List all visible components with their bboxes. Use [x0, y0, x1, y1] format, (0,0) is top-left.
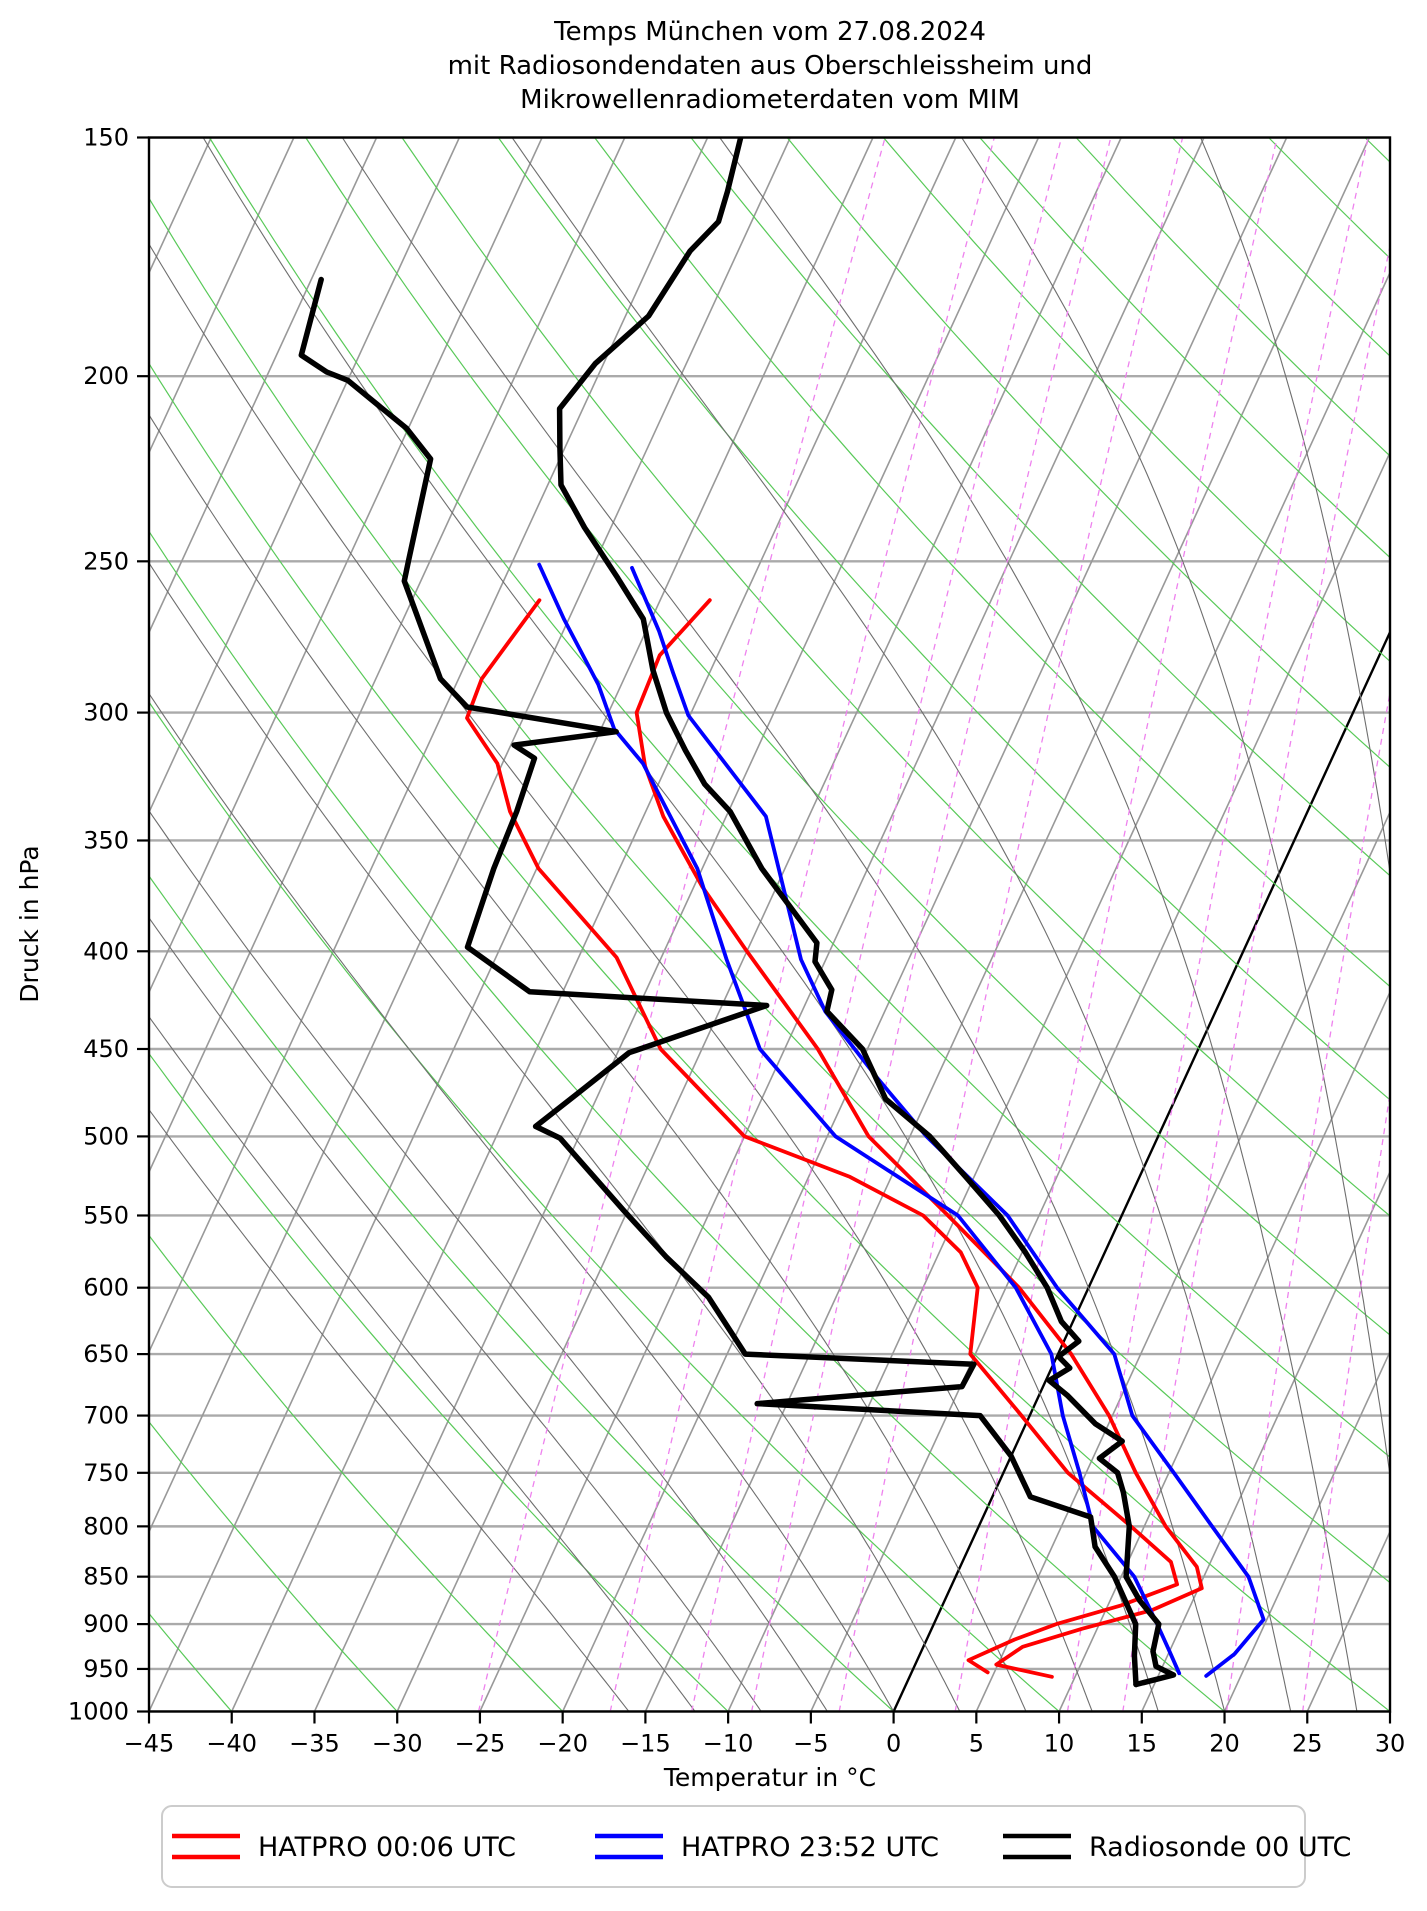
- isotherm: [149, 138, 873, 1712]
- isotherm: [0, 138, 542, 1712]
- y-tick-label: 500: [83, 1122, 129, 1150]
- dry-adiabat: [17, 138, 1390, 1712]
- mixing-ratio-line: [1068, 138, 1369, 1712]
- y-tick-label: 400: [83, 937, 129, 965]
- mixing-ratio-line: [1303, 138, 1427, 1712]
- x-tick-label: −10: [703, 1730, 754, 1758]
- x-tick-label: 0: [886, 1730, 901, 1758]
- dry-adiabat: [1076, 138, 1427, 1712]
- x-tick-label: −40: [206, 1730, 257, 1758]
- y-tick-label: 250: [83, 547, 129, 575]
- x-tick-label: −25: [455, 1730, 506, 1758]
- dry-adiabat: [209, 138, 1427, 1712]
- moist-adiabat: [962, 138, 1424, 1712]
- isotherm: [397, 138, 1121, 1712]
- chart-title-line1: Temps München vom 27.08.2024: [553, 17, 986, 47]
- y-tick-label: 950: [83, 1655, 129, 1683]
- isotherm: [0, 138, 294, 1712]
- isotherm: [232, 138, 956, 1712]
- y-tick-label: 450: [83, 1035, 129, 1063]
- x-tick-label: 25: [1292, 1730, 1323, 1758]
- x-tick-label: 30: [1375, 1730, 1406, 1758]
- profile-curves: [301, 138, 1263, 1685]
- mixing-ratio-line: [692, 138, 1062, 1712]
- legend-label-hatpro-0006: HATPRO 00:06 UTC: [258, 1832, 516, 1863]
- legend-label-hatpro-2352: HATPRO 23:52 UTC: [681, 1832, 939, 1863]
- isotherm: [1059, 138, 1427, 1712]
- legend-label-radiosonde: Radiosonde 00 UTC: [1089, 1832, 1351, 1863]
- isotherm: [315, 138, 1039, 1712]
- mixing-ratio-line: [839, 138, 1182, 1712]
- isotherm: [728, 138, 1427, 1712]
- y-tick-label: 700: [83, 1402, 129, 1430]
- dry-adiabat: [1365, 138, 1427, 1712]
- y-tick-label: 300: [83, 699, 129, 727]
- y-tick-label: 550: [83, 1201, 129, 1229]
- dry-adiabat: [1172, 138, 1427, 1712]
- dry-adiabat: [883, 138, 1427, 1712]
- x-axis-label: Temperatur in °C: [663, 1763, 876, 1792]
- mixing-ratio-line: [1413, 138, 1427, 1712]
- dry-adiabat: [1269, 138, 1427, 1712]
- y-tick-label: 150: [83, 124, 129, 152]
- moist-adiabat: [0, 138, 960, 1712]
- isotherm: [1307, 138, 1427, 1712]
- x-tick-label: 10: [1044, 1730, 1075, 1758]
- x-tick-label: −30: [372, 1730, 423, 1758]
- y-tick-label: 1000: [68, 1698, 129, 1726]
- isotherm: [0, 138, 377, 1712]
- y-tick-label: 750: [83, 1459, 129, 1487]
- x-tick-label: −15: [620, 1730, 671, 1758]
- x-tick-label: −5: [793, 1730, 828, 1758]
- y-tick-label: 650: [83, 1340, 129, 1368]
- x-tick-label: 15: [1127, 1730, 1158, 1758]
- y-tick-label: 850: [83, 1563, 129, 1591]
- isotherm: [976, 138, 1427, 1712]
- y-tick-label: 200: [83, 362, 129, 390]
- dry-adiabat: [0, 138, 1059, 1712]
- x-tick-label: 5: [969, 1730, 984, 1758]
- y-axis-ticks: 150 200 250 300 350 400 450 500 550 600 650 700 750 8…: [68, 124, 149, 1726]
- chart-title-line2: mit Radiosondendaten aus Oberschleisshei…: [448, 51, 1093, 81]
- x-tick-label: −35: [289, 1730, 340, 1758]
- y-axis-label: Druck in hPa: [15, 845, 44, 1002]
- isotherm: [563, 138, 1287, 1712]
- y-tick-label: 900: [83, 1610, 129, 1638]
- y-tick-label: 800: [83, 1512, 129, 1540]
- chart-title-line3: Mikrowellenradiometerdaten vom MIM: [520, 85, 1020, 115]
- dry-adiabat: [595, 138, 1427, 1712]
- x-tick-label: 20: [1209, 1730, 1240, 1758]
- mixing-ratio-line: [1123, 138, 1413, 1712]
- isotherm: [1390, 138, 1427, 1712]
- legend: HATPRO 00:06 UTC HATPRO 23:52 UTC Radios…: [162, 1806, 1351, 1887]
- y-tick-label: 350: [83, 826, 129, 854]
- dry-adiabat: [402, 138, 1427, 1712]
- x-tick-label: −20: [537, 1730, 588, 1758]
- y-tick-label: 600: [83, 1274, 129, 1302]
- dry-adiabat: [980, 138, 1427, 1712]
- x-tick-label: −45: [124, 1730, 175, 1758]
- dry-adiabat: [498, 138, 1427, 1712]
- x-axis-ticks: −45 −40 −35 −30 −25 −20 −15 −10 −5 0 5 10 15 20 25 30: [124, 1712, 1406, 1758]
- zero-isotherm: [894, 138, 1427, 1712]
